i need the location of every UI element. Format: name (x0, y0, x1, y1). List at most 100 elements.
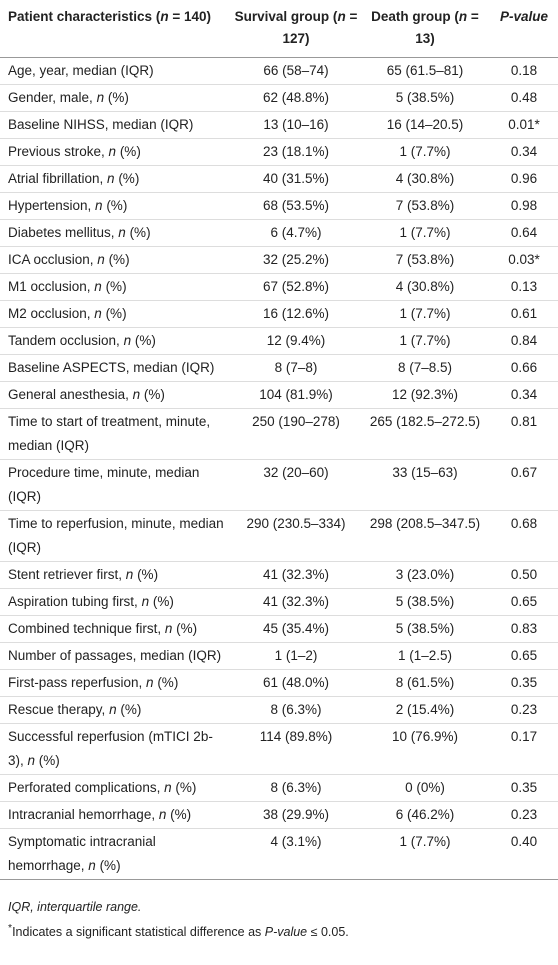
cell: 61 (48.0%) (232, 669, 360, 697)
footnote: IQR, interquartile range. (8, 900, 142, 914)
cell: 0.50 (490, 561, 558, 589)
cell: 290 (230.5–334) (232, 510, 360, 562)
cell: 0.98 (490, 192, 558, 220)
cell: 4 (3.1%) (232, 828, 360, 880)
cell: 5 (38.5%) (360, 84, 490, 112)
column-header: Patient characteristics (n = 140) (0, 0, 232, 58)
cell: 7 (53.8%) (360, 192, 490, 220)
table-row: Previous stroke, n (%) 23 (18.1%) 1 (7.7%)… (0, 138, 558, 166)
table-row: Symptomatic intracranial hemorrhage, n (… (0, 828, 558, 880)
cell: 114 (89.8%) (232, 723, 360, 775)
row-label: Aspiration tubing first, n (%) (0, 588, 232, 616)
row-label: Stent retriever first, n (%) (0, 561, 232, 589)
cell: 0 (0%) (360, 774, 490, 802)
cell: 1 (7.7%) (360, 300, 490, 328)
column-header: Survival group (n = 127) (232, 0, 360, 58)
cell: 62 (48.8%) (232, 84, 360, 112)
column-header: Death group (n = 13) (360, 0, 490, 58)
table-row: Procedure time, minute, median (IQR) 32 (… (0, 459, 558, 511)
table-row: First-pass reperfusion, n (%) 61 (48.0%) 8… (0, 669, 558, 697)
cell: 67 (52.8%) (232, 273, 360, 301)
table-row: Tandem occlusion, n (%) 12 (9.4%) 1 (7.7%)… (0, 327, 558, 355)
cell: 1 (1–2) (232, 642, 360, 670)
cell: 8 (7–8.5) (360, 354, 490, 382)
cell: 7 (53.8%) (360, 246, 490, 274)
cell: 0.34 (490, 138, 558, 166)
cell: 16 (14–20.5) (360, 111, 490, 139)
row-label: Successful reperfusion (mTICI 2b-3), n (… (0, 723, 232, 775)
cell: 5 (38.5%) (360, 615, 490, 643)
cell: 1 (7.7%) (360, 828, 490, 880)
table-row: Stent retriever first, n (%) 41 (32.3%) 3 … (0, 561, 558, 589)
cell: 65 (61.5–81) (360, 57, 490, 85)
table-row: Combined technique first, n (%) 45 (35.4%… (0, 615, 558, 643)
cell: 4 (30.8%) (360, 273, 490, 301)
cell: 40 (31.5%) (232, 165, 360, 193)
header-row: Patient characteristics (n = 140) Surviva… (0, 0, 558, 58)
table-row: Time to start of treatment, minute, medi… (0, 408, 558, 460)
cell: 6 (46.2%) (360, 801, 490, 829)
cell: 0.17 (490, 723, 558, 775)
table-row: Perforated complications, n (%) 8 (6.3%) 0… (0, 774, 558, 802)
cell: 12 (9.4%) (232, 327, 360, 355)
cell: 2 (15.4%) (360, 696, 490, 724)
table-row: Intracranial hemorrhage, n (%) 38 (29.9%)… (0, 801, 558, 829)
cell: 68 (53.5%) (232, 192, 360, 220)
row-label: M2 occlusion, n (%) (0, 300, 232, 328)
cell: 0.66 (490, 354, 558, 382)
cell: 8 (6.3%) (232, 774, 360, 802)
row-label: M1 occlusion, n (%) (0, 273, 232, 301)
column-header: P-value (490, 0, 558, 58)
cell: 23 (18.1%) (232, 138, 360, 166)
footnote: *Indicates a significant statistical dif… (8, 923, 349, 940)
cell: 0.03* (490, 246, 558, 274)
cell: 0.23 (490, 801, 558, 829)
cell: 10 (76.9%) (360, 723, 490, 775)
row-label: ICA occlusion, n (%) (0, 246, 232, 274)
table-row: Diabetes mellitus, n (%) 6 (4.7%) 1 (7.7%)… (0, 219, 558, 247)
cell: 32 (25.2%) (232, 246, 360, 274)
row-label: Baseline NIHSS, median (IQR) (0, 111, 232, 139)
cell: 45 (35.4%) (232, 615, 360, 643)
cell: 0.35 (490, 774, 558, 802)
row-label: Gender, male, n (%) (0, 84, 232, 112)
cell: 0.65 (490, 588, 558, 616)
cell: 1 (7.7%) (360, 138, 490, 166)
cell: 0.81 (490, 408, 558, 460)
cell: 1 (7.7%) (360, 327, 490, 355)
cell: 0.84 (490, 327, 558, 355)
row-label: Number of passages, median (IQR) (0, 642, 232, 670)
row-label: Hypertension, n (%) (0, 192, 232, 220)
cell: 0.23 (490, 696, 558, 724)
cell: 0.18 (490, 57, 558, 85)
cell: 1 (7.7%) (360, 219, 490, 247)
cell: 298 (208.5–347.5) (360, 510, 490, 562)
table-row: General anesthesia, n (%) 104 (81.9%) 12 (… (0, 381, 558, 409)
cell: 0.68 (490, 510, 558, 562)
cell: 12 (92.3%) (360, 381, 490, 409)
row-label: Procedure time, minute, median (IQR) (0, 459, 232, 511)
table-row: Number of passages, median (IQR) 1 (1–2) 1… (0, 642, 558, 670)
table-row: Baseline ASPECTS, median (IQR) 8 (7–8) 8 (… (0, 354, 558, 382)
cell: 8 (6.3%) (232, 696, 360, 724)
cell: 250 (190–278) (232, 408, 360, 460)
row-label: Diabetes mellitus, n (%) (0, 219, 232, 247)
table: Patient characteristics (n = 140) Surviva… (0, 0, 558, 880)
table-body: Age, year, median (IQR) 66 (58–74) 65 (61.… (0, 57, 558, 880)
cell: 0.64 (490, 219, 558, 247)
cell: 0.35 (490, 669, 558, 697)
cell: 0.40 (490, 828, 558, 880)
row-label: Baseline ASPECTS, median (IQR) (0, 354, 232, 382)
row-label: General anesthesia, n (%) (0, 381, 232, 409)
cell: 0.96 (490, 165, 558, 193)
row-label: Time to reperfusion, minute, median (IQR… (0, 510, 232, 562)
row-label: Perforated complications, n (%) (0, 774, 232, 802)
row-label: Intracranial hemorrhage, n (%) (0, 801, 232, 829)
row-label: Tandem occlusion, n (%) (0, 327, 232, 355)
cell: 0.65 (490, 642, 558, 670)
cell: 0.83 (490, 615, 558, 643)
cell: 8 (61.5%) (360, 669, 490, 697)
cell: 4 (30.8%) (360, 165, 490, 193)
cell: 13 (10–16) (232, 111, 360, 139)
